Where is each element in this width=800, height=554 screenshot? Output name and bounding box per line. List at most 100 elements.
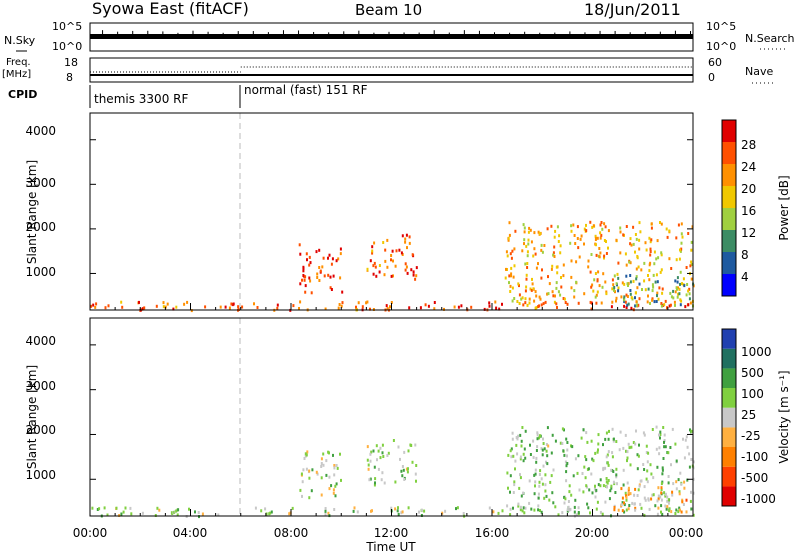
echo-cell [554,505,557,509]
echo-cell [519,455,522,459]
echo-cell [507,236,510,240]
echo-cell [674,279,677,283]
echo-cell [566,302,569,306]
echo-cell [372,449,375,453]
echo-cell [690,458,693,461]
x-tick-1200: 12:00 [374,526,409,540]
echo-cell [652,273,655,277]
power-ytick-1000: 1000 [25,265,56,279]
echo-cell [566,508,569,512]
echo-cell [533,247,536,251]
echo-cell [523,242,525,246]
echo-cell [669,291,672,295]
echo-cell [561,427,564,431]
echo-cell [659,495,662,499]
echo-cell [586,502,589,506]
echo-cell [540,447,543,451]
echo-cell [379,446,382,450]
echo-cell [682,437,684,441]
echo-cell [634,506,637,510]
echo-cell [550,451,553,455]
echo-cell [643,279,646,283]
echo-cell [547,444,550,448]
echo-cell [678,257,681,261]
colorbar-swatch [722,329,736,349]
echo-cell [635,429,637,433]
echo-cell [621,496,624,500]
echo-cell [562,297,565,300]
echo-cell [620,503,623,506]
colorbar-swatch [722,252,736,274]
noise-trace [90,30,693,39]
echo-cell [299,488,302,492]
echo-cell [369,307,371,311]
echo-cell [573,505,576,509]
echo-cell [570,224,573,228]
echo-cell [617,286,620,290]
echo-cell [692,460,695,464]
echo-cell [541,268,543,272]
echo-cell [375,444,378,448]
echo-cell [407,449,410,453]
echo-cell [590,301,593,305]
echo-cell [659,270,662,274]
echo-cell [509,513,512,517]
echo-cell [194,510,196,514]
echo-cell [596,278,599,282]
echo-cell [649,250,652,253]
echo-cell [655,273,658,277]
echo-cell [328,487,331,491]
echo-cell [381,451,384,455]
echo-cell [562,449,565,453]
echo-cell [627,491,630,495]
echo-cell [594,495,597,499]
echo-cell [629,292,632,296]
echo-cell [525,277,528,281]
echo-cell [309,279,312,283]
echo-cell [529,287,532,291]
echo-cell [584,455,587,459]
echo-cell [554,229,557,233]
echo-cell [649,247,652,251]
echo-cell [635,300,638,304]
echo-cell [599,510,602,514]
echo-cell [166,302,169,306]
echo-cell [619,430,622,434]
echo-cell [625,494,627,498]
echo-cell [510,274,512,278]
echo-cell [597,448,599,452]
echo-cell [315,250,318,254]
noise-panel: N.Sky 10^5 10^0 10^5 10^0 N.Search [4,20,795,53]
velocity-echoes [91,425,695,519]
velocity-cbar-tick-500: 500 [741,366,764,380]
echo-cell [383,273,386,277]
power-echoes [90,220,695,313]
echo-cell [611,278,614,282]
echo-cell [397,506,399,510]
echo-cell [602,272,605,276]
echo-cell [397,445,400,449]
echo-cell [602,484,605,488]
echo-cell [637,454,640,458]
echo-cell [594,295,597,299]
echo-cell [639,502,642,506]
echo-cell [650,497,653,501]
echo-cell [593,487,596,491]
echo-cell [667,501,670,505]
echo-cell [389,305,391,309]
echo-cell [546,462,549,466]
echo-cell [663,439,666,442]
colorbar-swatch [722,407,736,428]
echo-cell [524,301,527,305]
echo-cell [582,490,585,494]
echo-cell [688,287,691,291]
echo-cell [545,494,548,498]
echo-cell [335,259,338,263]
echo-cell [685,498,688,502]
echo-cell [684,438,687,442]
echo-cell [602,468,605,472]
echo-cell [320,476,323,480]
echo-cell [605,292,608,296]
echo-cell [623,503,626,507]
echo-cell [590,253,593,256]
